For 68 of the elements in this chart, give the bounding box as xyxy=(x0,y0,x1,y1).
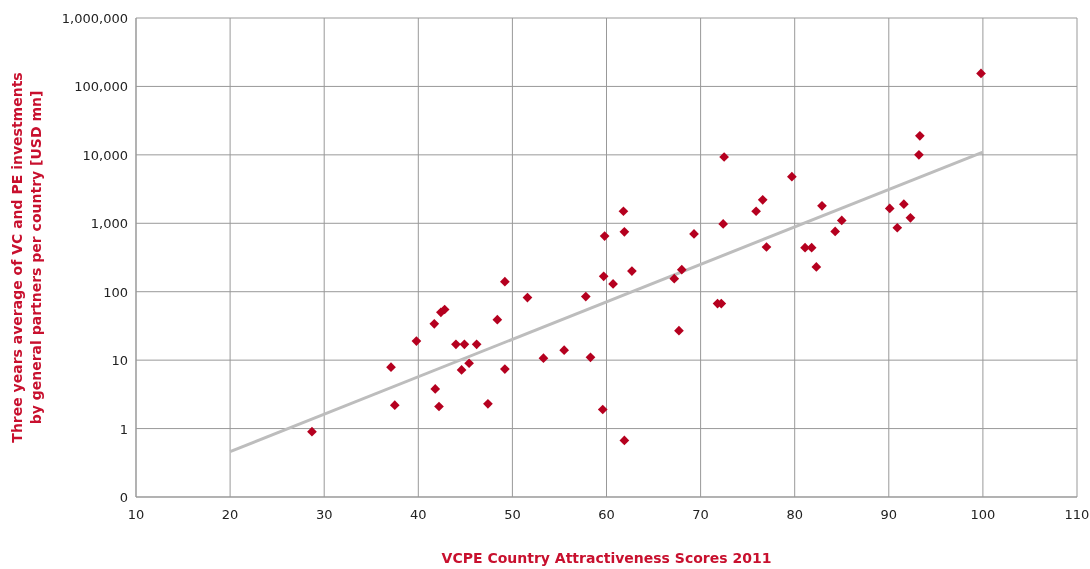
y-tick-label: 10 xyxy=(111,353,128,369)
point xyxy=(674,325,684,336)
x-tick-label: 20 xyxy=(221,507,239,522)
point xyxy=(430,384,441,394)
point xyxy=(456,365,467,375)
x-tick-label: 40 xyxy=(410,507,427,522)
point xyxy=(559,345,570,355)
point xyxy=(836,215,847,226)
y-tick-label: 100,000 xyxy=(74,79,128,95)
point xyxy=(618,206,629,217)
x-tick-label: 50 xyxy=(504,507,521,522)
x-tick-label: 70 xyxy=(692,507,709,522)
point xyxy=(800,242,810,253)
point xyxy=(522,292,533,303)
point xyxy=(411,336,422,346)
point xyxy=(307,426,317,437)
point xyxy=(817,200,827,211)
point xyxy=(914,150,924,160)
y-tick-label: 0 xyxy=(119,490,128,505)
point xyxy=(676,264,687,275)
x-tick-label: 100 xyxy=(970,507,996,522)
point xyxy=(483,398,493,409)
point xyxy=(830,226,841,237)
x-tick-label: 90 xyxy=(880,507,898,522)
point xyxy=(627,266,637,276)
point xyxy=(451,339,461,350)
point xyxy=(751,206,761,217)
point xyxy=(599,231,610,241)
y-tick-label: 10,000 xyxy=(82,147,128,163)
point xyxy=(718,219,729,229)
point xyxy=(915,130,925,141)
point xyxy=(471,339,482,350)
x-tick-label: 110 xyxy=(1064,507,1090,522)
point xyxy=(492,314,503,325)
point xyxy=(389,400,400,410)
point xyxy=(500,276,510,287)
point xyxy=(761,242,772,252)
point xyxy=(500,364,510,374)
point xyxy=(976,68,986,79)
point xyxy=(811,262,822,272)
x-tick-label: 30 xyxy=(315,507,333,522)
point xyxy=(598,271,609,282)
point xyxy=(669,273,680,284)
point xyxy=(757,195,768,205)
x-axis-title: VCPE Country Attractiveness Scores 2011 xyxy=(441,550,772,566)
x-tick-label: 80 xyxy=(786,507,803,522)
point xyxy=(899,199,909,210)
point xyxy=(608,279,618,289)
point xyxy=(464,358,474,369)
x-tick-label: 60 xyxy=(598,507,615,522)
point xyxy=(585,352,596,363)
point xyxy=(892,222,903,233)
point xyxy=(580,291,591,302)
point xyxy=(434,401,444,412)
point xyxy=(538,353,549,363)
point xyxy=(597,404,608,415)
point xyxy=(429,318,440,329)
point xyxy=(905,213,916,223)
y-tick-label: 100 xyxy=(103,284,128,300)
y-tick-label: 1 xyxy=(119,421,128,437)
point xyxy=(787,171,797,182)
point xyxy=(884,203,895,214)
point xyxy=(619,435,630,446)
y-axis-title: Three years average of VC and PE investments by general partners per country [USD mn] xyxy=(9,72,44,443)
y-tick-label: 1,000 xyxy=(90,216,128,232)
point xyxy=(459,339,470,350)
y-tick-label: 1,000,000 xyxy=(61,11,128,26)
point xyxy=(619,226,630,237)
